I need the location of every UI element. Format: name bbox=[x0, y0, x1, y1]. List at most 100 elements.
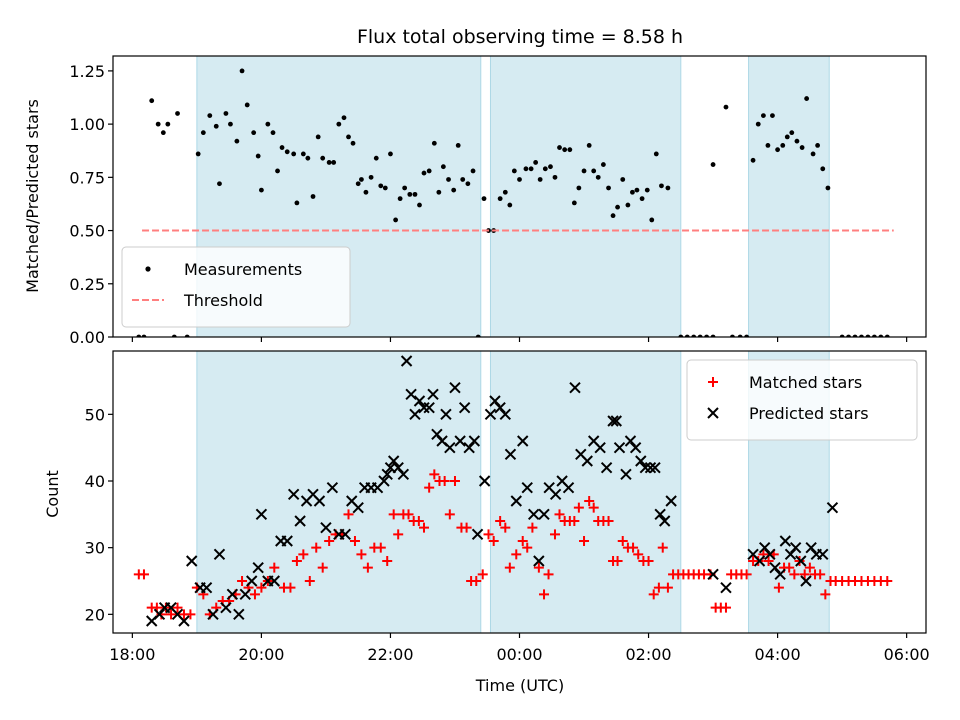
bottom-x-tick-label: 00:00 bbox=[496, 645, 542, 664]
top-y-tick-label: 0.00 bbox=[69, 328, 105, 347]
top-measurements-point bbox=[755, 121, 761, 127]
bottom-matched-stars-point bbox=[488, 536, 499, 546]
top-measurements-point bbox=[455, 143, 461, 148]
top-legend-marker-measurements bbox=[145, 266, 151, 272]
top-measurements-point bbox=[571, 200, 577, 206]
top-measurements-point bbox=[533, 160, 539, 165]
bottom-matched-stars-point bbox=[185, 609, 196, 620]
top-measurements-point bbox=[770, 113, 775, 119]
bottom-predicted-stars-point bbox=[654, 508, 666, 521]
bottom-predicted-stars-point bbox=[795, 555, 807, 567]
top-measurements-point bbox=[228, 121, 233, 127]
top-measurements-point bbox=[634, 187, 640, 193]
top-measurements-point bbox=[497, 196, 503, 202]
bottom-matched-stars-point bbox=[720, 602, 731, 613]
top-measurements-point bbox=[431, 140, 437, 146]
bottom-predicted-stars-point bbox=[635, 455, 647, 467]
bottom-predicted-stars-point bbox=[352, 501, 364, 514]
top-measurements-point bbox=[217, 181, 222, 187]
bottom-matched-stars-point bbox=[882, 576, 893, 586]
bottom-predicted-stars-point bbox=[527, 508, 540, 521]
top-measurements-point bbox=[346, 134, 351, 140]
top-measurements-point bbox=[567, 147, 573, 153]
bottom-y-tick-label: 50 bbox=[85, 405, 105, 424]
top-measurements-point bbox=[562, 147, 568, 153]
bottom-y-axis-label: Count bbox=[43, 470, 62, 518]
top-measurements-point bbox=[523, 166, 529, 172]
bottom-legend: Matched stars Predicted stars bbox=[686, 359, 918, 441]
top-shaded-interval-2 bbox=[748, 55, 830, 338]
top-measurements-point bbox=[363, 189, 369, 195]
top-measurements-point bbox=[586, 143, 592, 148]
top-measurements-point bbox=[234, 138, 240, 144]
top-legend-label: Measurements bbox=[184, 260, 302, 279]
top-measurements-point bbox=[251, 130, 257, 136]
bottom-matched-stars-point bbox=[653, 582, 664, 593]
top-measurements-point bbox=[207, 113, 213, 119]
top-measurements-point bbox=[542, 166, 548, 172]
top-legend: Measurements Threshold bbox=[121, 246, 351, 328]
bottom-x-tick-label: 18:00 bbox=[109, 645, 155, 664]
bottom-legend-marker-matched-stars bbox=[708, 377, 718, 387]
top-measurements-point bbox=[265, 121, 271, 127]
bottom-predicted-stars-point bbox=[281, 535, 293, 547]
top-measurements-point bbox=[378, 183, 384, 189]
bottom-predicted-stars-point bbox=[458, 401, 471, 414]
top-measurements-point bbox=[710, 162, 716, 167]
bottom-matched-stars-point bbox=[413, 516, 424, 526]
bottom-predicted-stars-point bbox=[320, 521, 332, 534]
bottom-matched-stars-point bbox=[356, 549, 367, 560]
bottom-matched-stars-point bbox=[511, 549, 522, 560]
top-measurements-point bbox=[382, 185, 388, 191]
bottom-matched-stars-point bbox=[573, 502, 584, 513]
bottom-matched-stars-point bbox=[419, 522, 430, 533]
top-measurements-point bbox=[659, 183, 664, 189]
bottom-predicted-stars-point bbox=[779, 535, 792, 547]
bottom-matched-stars-point bbox=[773, 582, 784, 593]
bottom-predicted-stars-point bbox=[510, 495, 522, 507]
bottom-matched-stars-point bbox=[249, 589, 260, 600]
top-measurements-point bbox=[775, 147, 780, 153]
top-measurements-point bbox=[639, 196, 645, 202]
top-measurements-point bbox=[368, 174, 374, 180]
bottom-predicted-stars-point bbox=[246, 575, 258, 587]
bottom-predicted-stars-point bbox=[629, 441, 642, 454]
bottom-predicted-stars-point bbox=[339, 528, 351, 541]
bottom-matched-stars-point bbox=[382, 556, 393, 566]
top-measurements-point bbox=[528, 166, 534, 172]
bottom-x-tick-label: 22:00 bbox=[367, 645, 413, 664]
bottom-shaded-interval-1 bbox=[489, 350, 682, 634]
top-y-tick-label: 1.00 bbox=[69, 115, 105, 134]
bottom-predicted-stars-point bbox=[805, 541, 817, 554]
bottom-predicted-stars-point bbox=[200, 581, 213, 594]
top-measurements-point bbox=[460, 177, 466, 182]
top-measurements-point bbox=[470, 168, 476, 174]
top-measurements-point bbox=[279, 145, 285, 150]
bottom-matched-stars-point bbox=[388, 509, 399, 520]
bottom-predicted-stars-point bbox=[294, 515, 306, 527]
bottom-predicted-stars-point bbox=[440, 408, 452, 421]
top-measurements-point bbox=[761, 113, 766, 119]
top-y-axis-label: Matched/Predicted stars bbox=[23, 99, 42, 293]
top-measurements-point bbox=[213, 123, 219, 129]
top-measurements-point bbox=[300, 151, 306, 157]
bottom-x-tick-label: 20:00 bbox=[238, 645, 284, 664]
top-measurements-point bbox=[155, 121, 161, 127]
top-measurements-point bbox=[765, 143, 771, 148]
top-measurements-point bbox=[581, 168, 587, 174]
top-measurements-point bbox=[615, 204, 620, 210]
top-measurements-point bbox=[644, 187, 650, 193]
bottom-matched-stars-point bbox=[815, 569, 826, 580]
top-measurements-point bbox=[291, 151, 297, 157]
top-measurements-point bbox=[160, 130, 166, 136]
bottom-predicted-stars-point bbox=[313, 495, 326, 507]
bottom-matched-stars-point bbox=[324, 536, 335, 546]
bottom-predicted-stars-point bbox=[639, 461, 652, 474]
bottom-matched-stars-point bbox=[549, 529, 560, 540]
bottom-predicted-stars-point bbox=[600, 461, 613, 474]
bottom-matched-stars-point bbox=[539, 589, 550, 600]
bottom-matched-stars-point bbox=[449, 476, 460, 486]
top-measurements-point bbox=[315, 134, 321, 140]
top-measurements-point bbox=[815, 143, 820, 148]
bottom-predicted-stars-point bbox=[233, 608, 245, 621]
